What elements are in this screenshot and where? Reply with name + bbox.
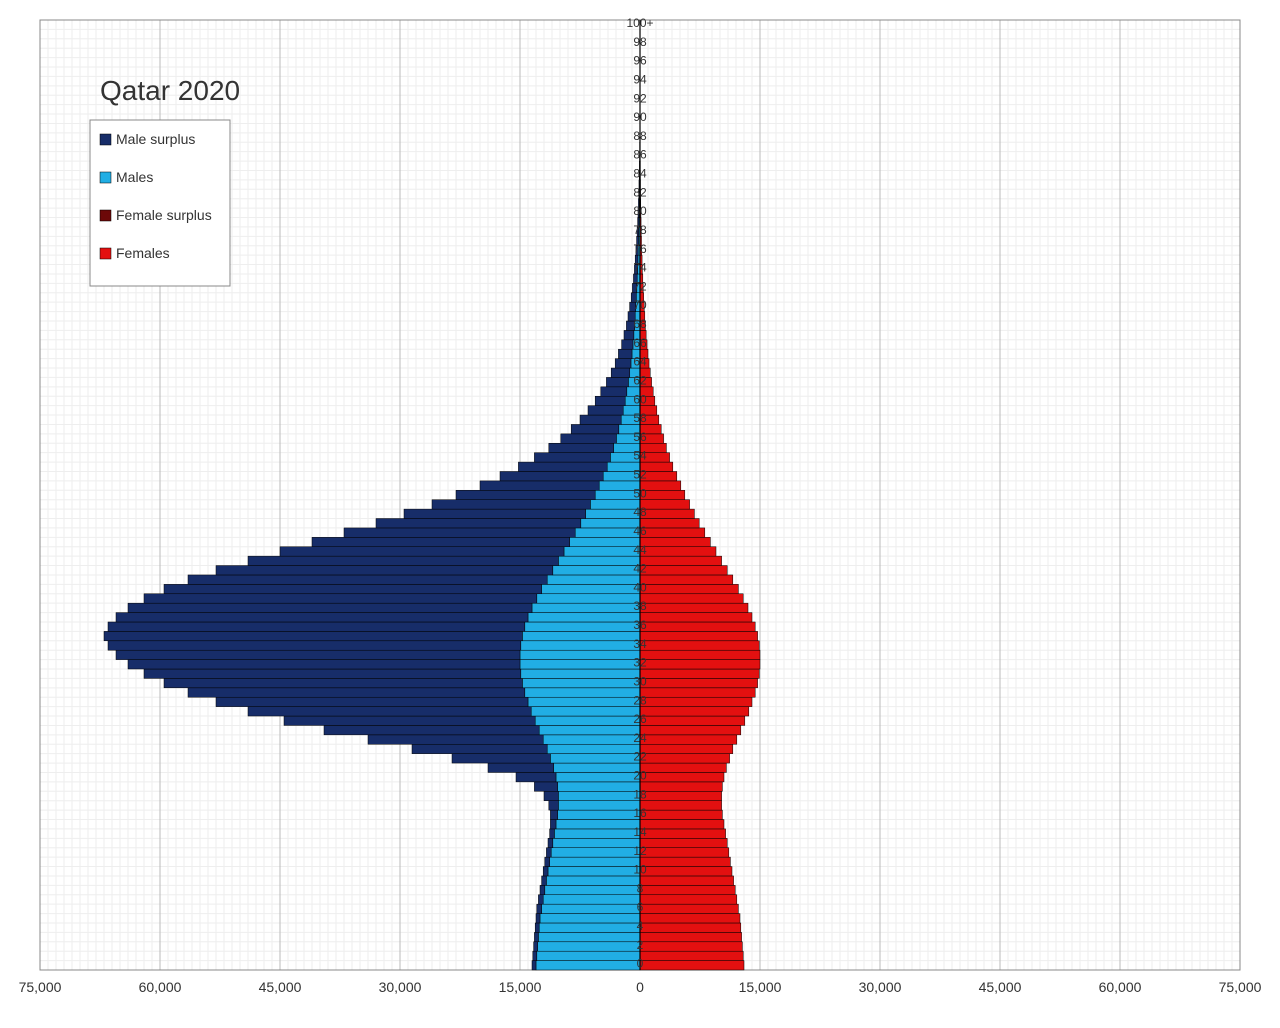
svg-text:46: 46	[633, 524, 647, 538]
svg-text:22: 22	[633, 750, 647, 764]
svg-text:60: 60	[633, 392, 647, 406]
svg-text:75,000: 75,000	[19, 979, 62, 995]
svg-text:28: 28	[633, 693, 647, 707]
svg-text:10: 10	[633, 863, 647, 877]
svg-text:8: 8	[637, 881, 644, 895]
svg-text:16: 16	[633, 806, 647, 820]
svg-text:20: 20	[633, 769, 647, 783]
svg-text:38: 38	[633, 599, 647, 613]
svg-text:44: 44	[633, 543, 647, 557]
svg-text:45,000: 45,000	[259, 979, 302, 995]
svg-text:30: 30	[633, 674, 647, 688]
svg-text:68: 68	[633, 317, 647, 331]
svg-text:86: 86	[633, 148, 647, 162]
svg-text:2: 2	[637, 938, 644, 952]
svg-text:66: 66	[633, 336, 647, 350]
legend-label: Females	[116, 245, 170, 261]
svg-text:40: 40	[633, 580, 647, 594]
svg-text:92: 92	[633, 91, 647, 105]
svg-text:30,000: 30,000	[859, 979, 902, 995]
legend-swatch	[100, 172, 111, 183]
legend-label: Female surplus	[116, 207, 212, 223]
svg-text:4: 4	[637, 919, 644, 933]
svg-text:60,000: 60,000	[139, 979, 182, 995]
svg-text:18: 18	[633, 787, 647, 801]
svg-text:74: 74	[633, 261, 647, 275]
svg-text:50: 50	[633, 486, 647, 500]
legend-swatch	[100, 210, 111, 221]
svg-text:100+: 100+	[626, 16, 653, 30]
svg-text:15,000: 15,000	[739, 979, 782, 995]
svg-text:75,000: 75,000	[1219, 979, 1262, 995]
svg-text:78: 78	[633, 223, 647, 237]
svg-text:0: 0	[636, 979, 644, 995]
svg-text:62: 62	[633, 373, 647, 387]
svg-text:76: 76	[633, 242, 647, 256]
legend-swatch	[100, 134, 111, 145]
population-pyramid-svg: 75,000 60,000 45,000 30,000 15,000 0 15,000 30,…	[0, 0, 1280, 1028]
svg-text:6: 6	[637, 900, 644, 914]
svg-text:14: 14	[633, 825, 647, 839]
svg-text:15,000: 15,000	[499, 979, 542, 995]
svg-text:56: 56	[633, 430, 647, 444]
legend-swatch	[100, 248, 111, 259]
svg-text:12: 12	[633, 844, 647, 858]
svg-text:94: 94	[633, 72, 647, 86]
svg-text:52: 52	[633, 468, 647, 482]
legend-label: Males	[116, 169, 153, 185]
svg-text:90: 90	[633, 110, 647, 124]
svg-text:32: 32	[633, 656, 647, 670]
legend: Male surplus Males Female surplus Females	[90, 120, 230, 286]
svg-text:34: 34	[633, 637, 647, 651]
svg-text:64: 64	[633, 355, 647, 369]
svg-text:88: 88	[633, 129, 647, 143]
svg-text:84: 84	[633, 167, 647, 181]
svg-text:24: 24	[633, 731, 647, 745]
svg-text:42: 42	[633, 562, 647, 576]
chart-title: Qatar 2020	[100, 75, 240, 106]
svg-text:36: 36	[633, 618, 647, 632]
svg-text:45,000: 45,000	[979, 979, 1022, 995]
svg-text:72: 72	[633, 279, 647, 293]
svg-text:60,000: 60,000	[1099, 979, 1142, 995]
svg-text:70: 70	[633, 298, 647, 312]
svg-text:96: 96	[633, 54, 647, 68]
svg-text:0: 0	[637, 957, 644, 971]
chart-container: 75,000 60,000 45,000 30,000 15,000 0 15,000 30,…	[0, 0, 1280, 1028]
svg-text:54: 54	[633, 449, 647, 463]
svg-text:26: 26	[633, 712, 647, 726]
legend-label: Male surplus	[116, 131, 195, 147]
svg-text:80: 80	[633, 204, 647, 218]
svg-text:30,000: 30,000	[379, 979, 422, 995]
svg-text:58: 58	[633, 411, 647, 425]
svg-text:48: 48	[633, 505, 647, 519]
svg-text:98: 98	[633, 35, 647, 49]
svg-text:82: 82	[633, 185, 647, 199]
